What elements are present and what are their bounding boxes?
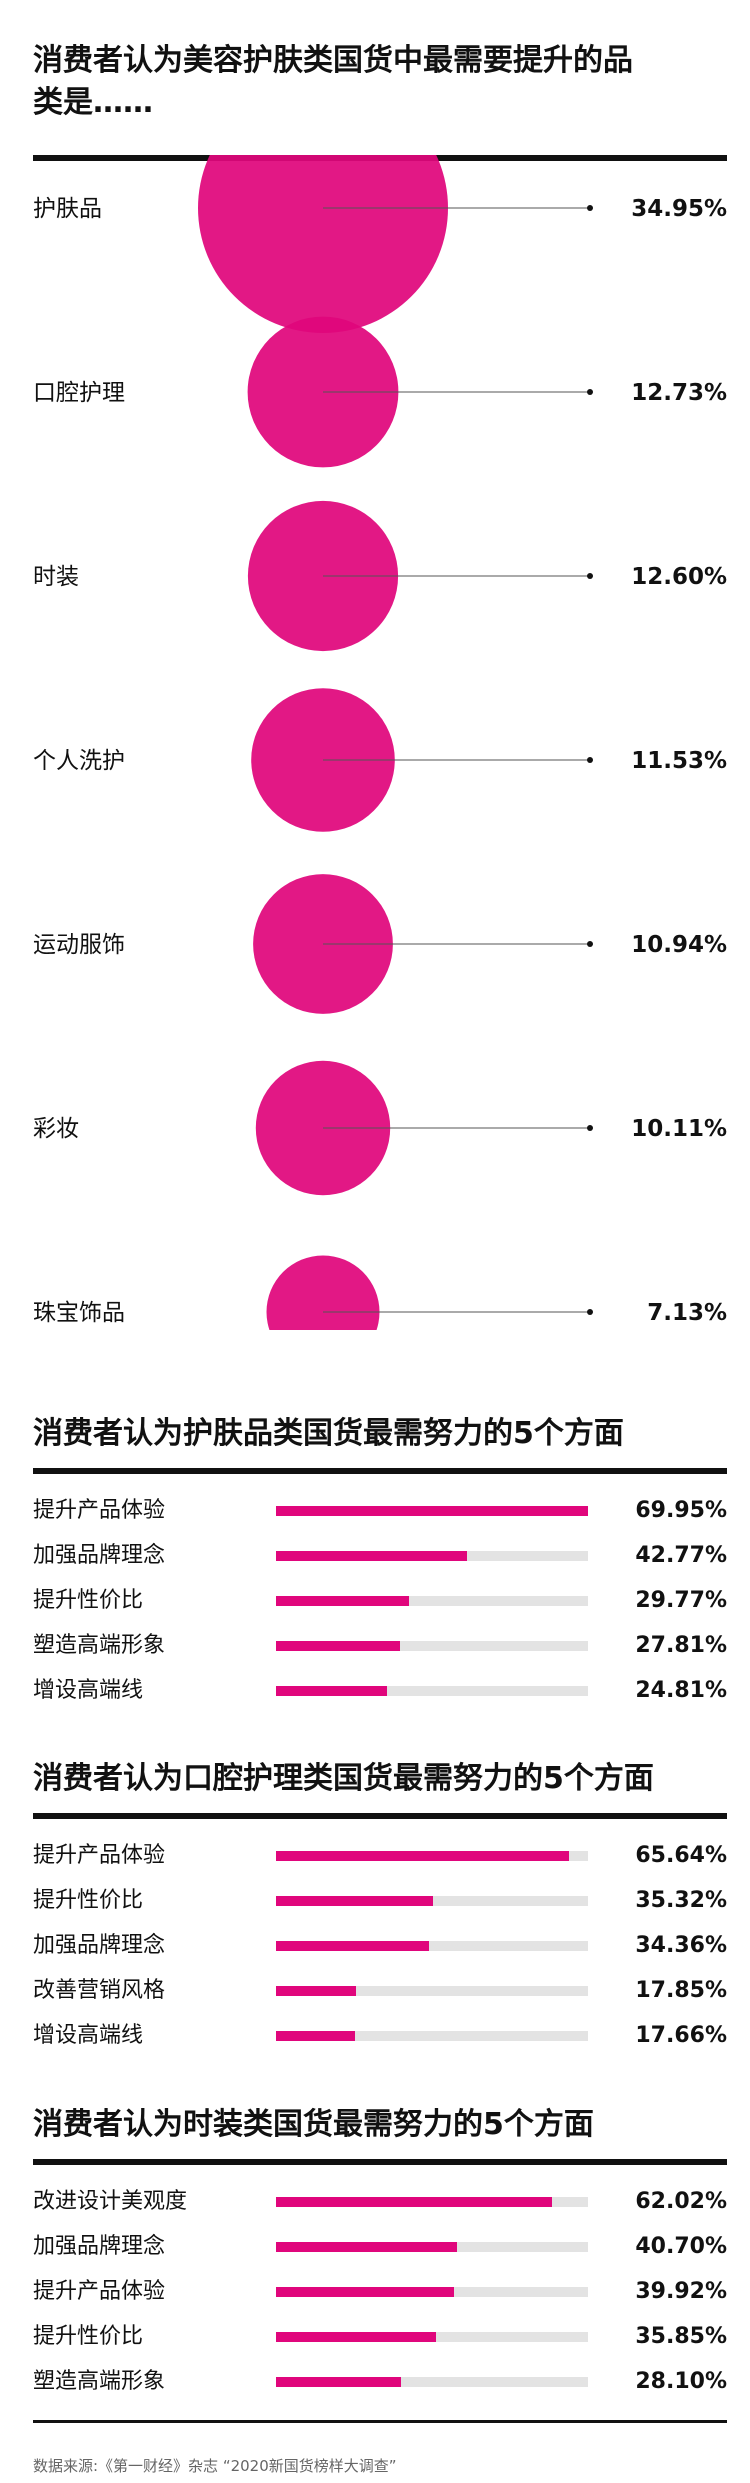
value-label: 10.11%	[631, 1116, 727, 1142]
leader-dot	[587, 757, 593, 763]
bar-value-label: 27.81%	[635, 1633, 727, 1658]
bar-category-label: 加强品牌理念	[33, 1543, 166, 1568]
value-label: 12.73%	[631, 380, 727, 406]
bar	[276, 2197, 553, 2207]
bar-value-label: 28.10%	[635, 2369, 727, 2394]
bubble-label-group: 护肤品 34.95% 口腔护理 12.73% 时装 12.60% 个人洗护 11.53% 运动服…	[33, 196, 727, 1326]
bar-chart-title: 消费者认为口腔护理类国货最需努力的5个方面	[33, 1761, 654, 1796]
bar-value-label: 17.85%	[635, 1978, 727, 2003]
leader-dot	[587, 573, 593, 579]
bar-value-label: 42.77%	[635, 1543, 727, 1568]
bar-category-label: 增设高端线	[33, 1678, 144, 1703]
bar-value-label: 29.77%	[635, 1588, 727, 1613]
leader-line-group	[323, 205, 593, 1315]
bar-category-label: 提升产品体验	[33, 2279, 166, 2304]
bottom-rule	[33, 2420, 727, 2423]
bar-value-label: 40.70%	[635, 2234, 727, 2259]
bubble-chart-title: 消费者认为美容护肤类国货中最需要提升的品类是……	[33, 43, 633, 120]
bar-category-label: 提升性价比	[33, 2324, 144, 2349]
bar	[276, 1551, 467, 1561]
bar-value-label: 17.66%	[635, 2023, 727, 2048]
bar-category-label: 加强品牌理念	[33, 1933, 166, 1958]
category-label: 个人洗护	[33, 748, 125, 774]
bar-value-label: 62.02%	[635, 2189, 727, 2214]
bar-category-label: 加强品牌理念	[33, 2234, 166, 2259]
bar-category-label: 提升性价比	[33, 1588, 144, 1613]
bar	[276, 2031, 355, 2041]
bar	[276, 1596, 409, 1606]
category-label: 时装	[33, 564, 79, 590]
bar-track	[276, 2242, 588, 2252]
leader-dot	[587, 205, 593, 211]
bubble	[266, 1255, 380, 1330]
value-label: 11.53%	[631, 748, 727, 774]
bar	[276, 2332, 436, 2342]
bar-value-label: 39.92%	[635, 2279, 727, 2304]
value-label: 12.60%	[631, 564, 727, 590]
bar	[276, 2377, 402, 2387]
bar-track	[276, 1506, 588, 1516]
bar-category-label: 改进设计美观度	[33, 2189, 188, 2214]
bar	[276, 1896, 434, 1906]
bar-track	[276, 2287, 588, 2297]
bar-value-label: 34.36%	[635, 1933, 727, 1958]
bar	[276, 1641, 400, 1651]
category-label: 珠宝饰品	[33, 1300, 125, 1326]
bar-track	[276, 1896, 588, 1906]
bubble	[198, 155, 448, 333]
bar-value-label: 69.95%	[635, 1498, 727, 1523]
bar-track	[276, 1941, 588, 1951]
bar-chart-title: 消费者认为护肤品类国货最需努力的5个方面	[33, 1416, 624, 1451]
bar-track	[276, 1596, 588, 1606]
bar-track	[276, 2197, 588, 2207]
bar	[276, 1506, 588, 1516]
bar-track	[276, 2332, 588, 2342]
leader-dot	[587, 389, 593, 395]
bar-track	[276, 1641, 588, 1651]
leader-dot	[587, 941, 593, 947]
bar-value-label: 65.64%	[635, 1843, 727, 1868]
bar-category-label: 提升性价比	[33, 1888, 144, 1913]
bar-track	[276, 1551, 588, 1561]
section-rule	[33, 2159, 727, 2165]
bar	[276, 2287, 454, 2297]
bar-value-label: 24.81%	[635, 1678, 727, 1703]
bar-category-label: 塑造高端形象	[33, 2369, 166, 2394]
source-footnote: 数据来源:《第一财经》杂志 “2020新国货榜样大调查”	[33, 2457, 397, 2475]
value-label: 7.13%	[647, 1300, 727, 1326]
section-rule	[33, 1468, 727, 1474]
bar-chart-title: 消费者认为时装类国货最需努力的5个方面	[33, 2107, 594, 2142]
bubble-group	[198, 155, 448, 1330]
bar-category-label: 塑造高端形象	[33, 1633, 166, 1658]
bar-track	[276, 1986, 588, 1996]
bar-track	[276, 1851, 588, 1861]
category-label: 彩妆	[33, 1116, 79, 1142]
leader-dot	[587, 1309, 593, 1315]
bar	[276, 2242, 458, 2252]
bar-track	[276, 2031, 588, 2041]
category-label: 护肤品	[33, 196, 102, 222]
section-rule	[33, 1813, 727, 1819]
bar-track	[276, 2377, 588, 2387]
bar	[276, 1986, 356, 1996]
category-label: 运动服饰	[33, 932, 125, 958]
bar	[276, 1851, 569, 1861]
value-label: 10.94%	[631, 932, 727, 958]
bubble-chart: 护肤品 34.95% 口腔护理 12.73% 时装 12.60% 个人洗护 11.53% 运动服…	[33, 155, 727, 1330]
bar-category-label: 改善营销风格	[33, 1978, 166, 2003]
bar-category-label: 提升产品体验	[33, 1498, 166, 1523]
category-label: 口腔护理	[33, 380, 125, 406]
bar-track	[276, 1686, 588, 1696]
bar-category-label: 提升产品体验	[33, 1843, 166, 1868]
bar	[276, 1941, 430, 1951]
value-label: 34.95%	[631, 196, 727, 222]
bar	[276, 1686, 387, 1696]
leader-dot	[587, 1125, 593, 1131]
bar-value-label: 35.32%	[635, 1888, 727, 1913]
bar-category-label: 增设高端线	[33, 2023, 144, 2048]
bar-value-label: 35.85%	[635, 2324, 727, 2349]
